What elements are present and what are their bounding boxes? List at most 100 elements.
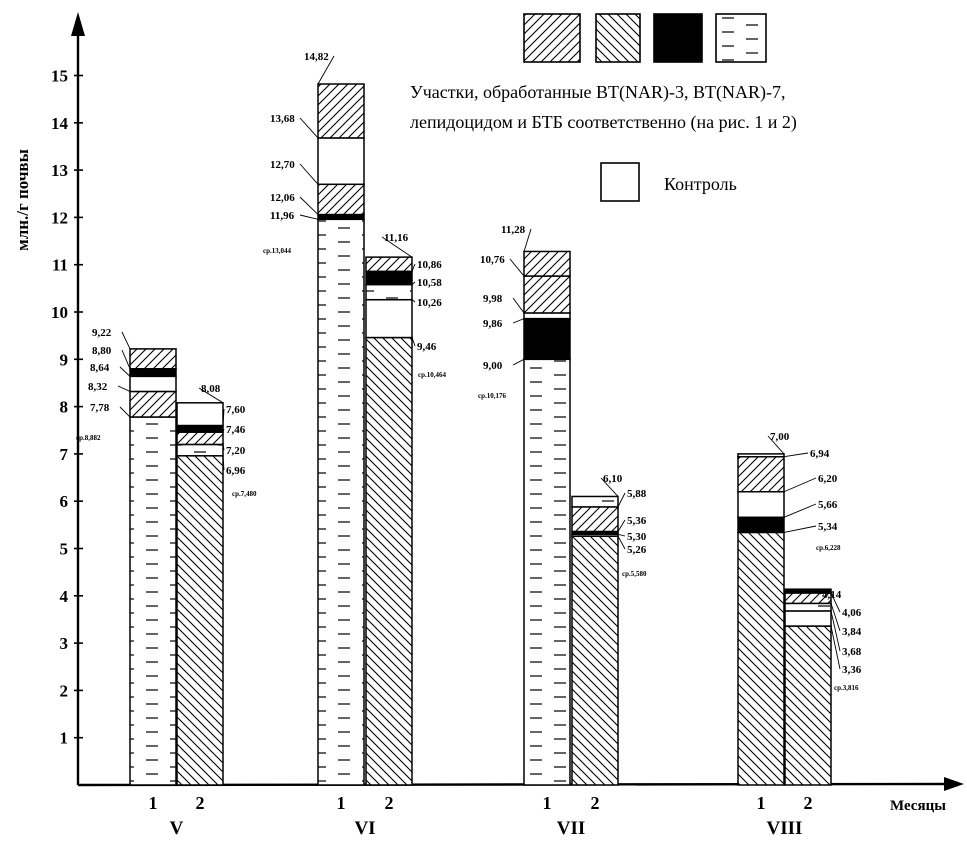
label-leader-line <box>299 214 319 220</box>
month-label: V <box>170 818 184 839</box>
value-label: 12,70 <box>270 159 295 171</box>
bar-segment-control <box>365 298 413 339</box>
bar-segment-solid <box>365 270 413 286</box>
legend-swatch-dash <box>715 13 767 63</box>
value-label: 12,06 <box>270 192 295 204</box>
legend-swatch-solid <box>653 13 703 63</box>
y-tick-label: 5 <box>60 540 69 559</box>
bar-segment-solid <box>176 424 224 433</box>
bar-base-segment <box>317 218 365 786</box>
bar-VI-2 <box>365 256 413 786</box>
value-label: 11,28 <box>501 224 526 236</box>
bar-V-2 <box>176 402 224 786</box>
label-leader-line <box>299 163 319 185</box>
bar-base-segment <box>571 535 619 786</box>
bar-segment-diag-right <box>317 83 365 139</box>
label-leader-line <box>222 455 225 471</box>
label-leader-line <box>617 492 626 508</box>
label-leader-line <box>617 535 626 550</box>
bar-segment-diag-right <box>317 183 365 216</box>
average-label: ср.10,464 <box>418 371 447 379</box>
average-label: ср.8,882 <box>76 434 101 442</box>
value-label: 5,36 <box>627 515 647 527</box>
value-label: 6,94 <box>810 448 830 460</box>
value-label: 10,26 <box>417 297 442 309</box>
bar-number-label: 1 <box>149 793 158 813</box>
month-label: VIII <box>767 818 803 839</box>
bar-segment-solid <box>737 516 785 534</box>
y-tick-label: 9 <box>60 350 69 369</box>
legend-swatch-diag-right <box>523 13 581 63</box>
bar-segment-control <box>737 490 785 519</box>
label-leader-line <box>198 387 224 404</box>
value-label: 13,68 <box>270 113 295 125</box>
label-leader-line <box>830 603 841 632</box>
value-label: 9,22 <box>92 327 112 339</box>
label-leader-line <box>222 428 225 433</box>
label-leader-line <box>617 533 626 537</box>
bar-segment-control <box>317 137 365 186</box>
value-label: 10,76 <box>480 254 505 266</box>
bar-number-label: 2 <box>591 793 600 813</box>
x-axis-title: Месяцы <box>890 798 946 814</box>
label-leader-line <box>317 55 335 85</box>
value-label: 8,64 <box>90 362 110 374</box>
value-label: 10,58 <box>417 277 442 289</box>
bars <box>129 83 832 786</box>
legend-control-label: Контроль <box>664 174 737 194</box>
legend-swatch-diag-left <box>595 13 641 63</box>
label-leader-line <box>523 228 532 252</box>
value-label: 5,34 <box>818 521 838 533</box>
y-tick-label: 8 <box>60 398 69 417</box>
label-leader-line <box>411 299 416 303</box>
value-label: 9,46 <box>417 341 437 353</box>
label-leader-line <box>783 477 817 493</box>
bar-segment-diag-right <box>737 455 785 493</box>
bar-number-label: 2 <box>385 793 394 813</box>
value-label: 4,06 <box>842 607 862 619</box>
month-label: VI <box>354 818 375 839</box>
bar-number-label: 1 <box>757 793 766 813</box>
y-tick-label: 14 <box>51 114 69 133</box>
bar-base-segment <box>523 358 571 786</box>
average-label: ср.6,228 <box>816 544 841 552</box>
value-label: 7,00 <box>770 431 790 443</box>
bar-segment-control <box>784 610 832 627</box>
value-label: 14,82 <box>304 51 329 63</box>
bar-base-segment <box>129 416 177 786</box>
bar-base-segment <box>365 336 413 786</box>
bar-segment-dash <box>737 453 785 458</box>
bar-segment-diag-right <box>129 390 177 418</box>
month-label: VII <box>557 818 586 839</box>
label-leader-line <box>119 406 131 418</box>
value-label: 6,20 <box>818 473 838 485</box>
value-label: 7,20 <box>226 445 246 457</box>
y-tick-label: 12 <box>51 208 68 227</box>
value-label: 3,36 <box>842 664 862 676</box>
bar-V-1 <box>129 348 177 786</box>
value-label: 5,30 <box>627 531 647 543</box>
label-leader-line <box>381 236 413 258</box>
label-leader-line <box>512 358 525 366</box>
value-label: 8,32 <box>88 381 108 393</box>
bar-VIII-1 <box>737 453 785 786</box>
label-leader-line <box>222 408 225 426</box>
label-leader-line <box>783 452 809 458</box>
average-label: ср.10,176 <box>478 392 507 400</box>
label-leader-line <box>830 592 841 613</box>
value-label: 8,80 <box>92 345 112 357</box>
average-label: ср.5,580 <box>622 570 647 578</box>
y-tick-label: 11 <box>52 256 68 275</box>
y-tick-label: 3 <box>60 634 69 653</box>
bar-segment-diag-right <box>365 256 413 273</box>
bar-base-segment <box>176 455 224 786</box>
bar-segment-dash <box>784 602 832 612</box>
value-label: 10,86 <box>417 259 442 271</box>
label-leader-line <box>819 588 832 595</box>
bar-VII-1 <box>523 250 571 786</box>
y-axis-arrow <box>71 12 85 36</box>
bar-VIII-2 <box>784 588 832 786</box>
y-axis-title: млн./г почвы <box>13 149 32 251</box>
value-label: 9,00 <box>483 360 503 372</box>
